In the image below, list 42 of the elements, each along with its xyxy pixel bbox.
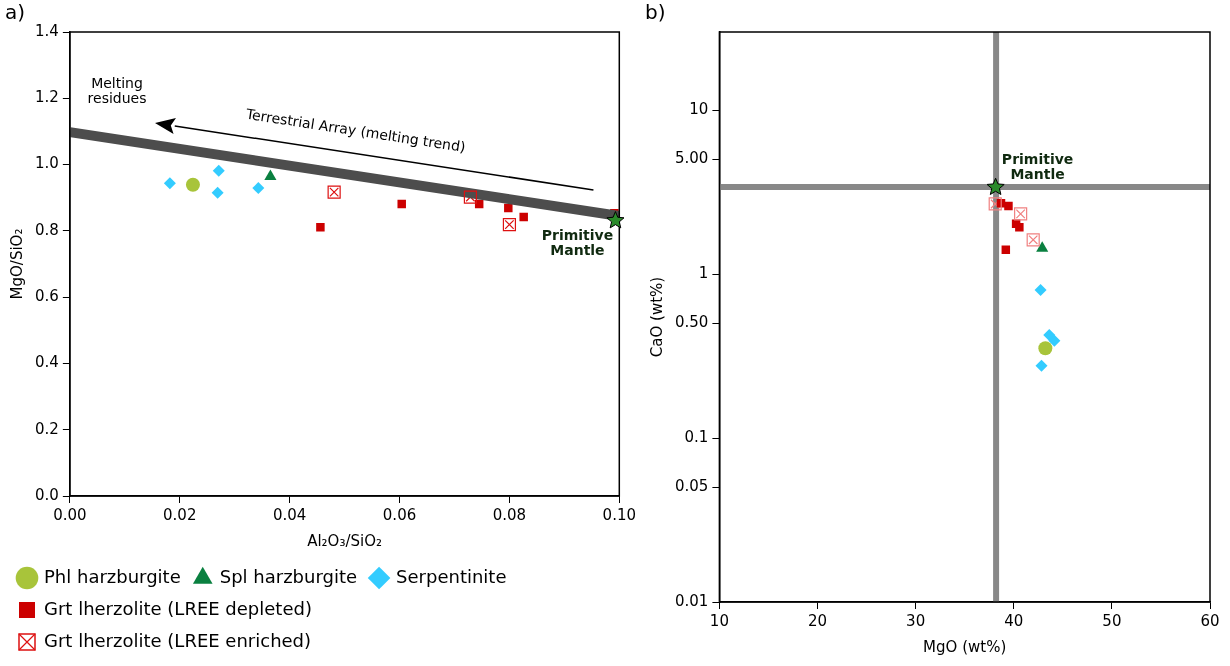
x-tick-label: 0.00 [53,505,87,524]
y-axis-title: CaO (wt%) [647,276,666,358]
annotation: Primitive Mantle [541,227,614,259]
annotation: Primitive Mantle [1001,150,1074,182]
y-tick-label: 1 [698,264,709,283]
y-tick-label: 1.2 [35,88,59,107]
y-axis-title: MgO/SiO₂ [7,228,26,300]
y-tick-label: 0.4 [35,353,59,372]
y-tick-label: 0.01 [674,591,709,610]
x-tick-label: 20 [807,611,828,630]
x-axis-title: MgO (wt%) [923,637,1007,656]
x-tick-label: 0.04 [272,505,307,524]
chart-title: b) [645,0,666,25]
y-tick-label: 1.0 [35,154,59,173]
chart-title: a) [5,0,26,25]
legend-label: Grt lherzolite (LREE depleted) [44,597,312,619]
y-tick-label: 0.0 [35,485,59,504]
x-tick-label: 0.02 [163,505,197,524]
x-axis-title: Al₂O₃/SiO₂ [307,531,382,550]
legend-label: Grt lherzolite (LREE enriched) [44,629,312,651]
y-tick-label: 0.05 [674,477,709,496]
legend-label: Serpentinite [396,565,507,587]
y-tick-label: 0.6 [35,287,59,306]
x-tick-label: 60 [1200,611,1220,630]
x-tick-label: 30 [906,611,926,630]
y-tick-label: 0.8 [35,220,59,239]
annotation: Terrestrial Array (melting trend) [244,105,467,155]
x-tick-label: 0.08 [492,505,527,524]
x-tick-label: 10 [709,611,729,630]
y-tick-label: 5.00 [674,149,709,168]
x-tick-label: 50 [1102,611,1122,630]
x-tick-label: 40 [1004,611,1024,630]
x-tick-label: 0.10 [602,505,636,524]
y-tick-label: 0.1 [684,427,709,446]
x-tick-label: 0.06 [382,505,417,524]
annotation: Melting residues [87,75,147,107]
y-tick-label: 0.2 [35,419,59,438]
legend-label: Spl harzburgite [219,565,358,587]
y-tick-label: 10 [689,100,709,119]
y-tick-label: 0.50 [674,313,709,332]
y-tick-label: 1.4 [35,21,59,40]
legend-label: Phl harzburgite [44,565,181,587]
